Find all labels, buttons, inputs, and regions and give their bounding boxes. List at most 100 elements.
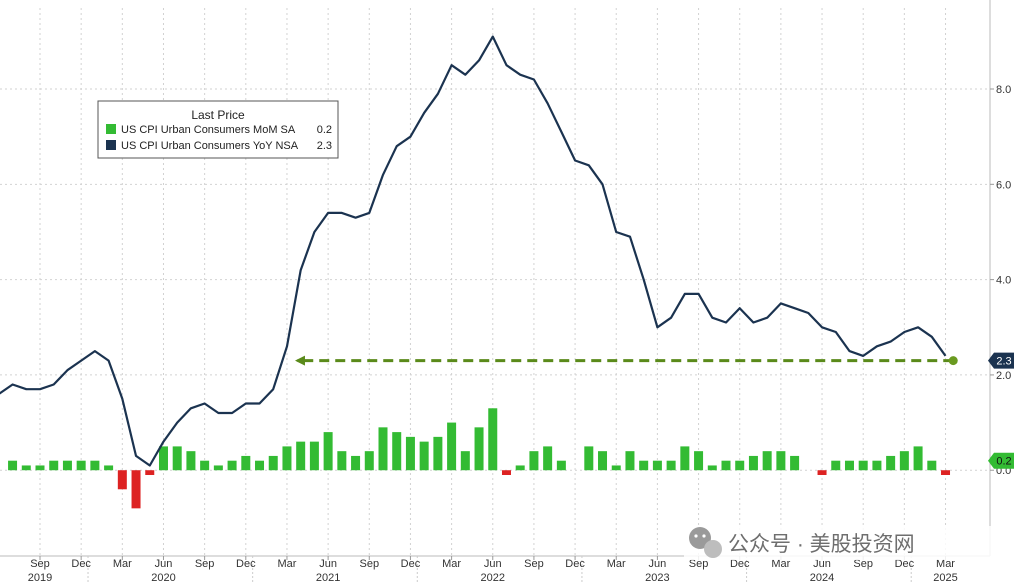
latest-marker-bg-0	[988, 352, 1014, 369]
x-tick-label: Sep	[853, 558, 873, 570]
y-tick-label: 8.0	[996, 84, 1011, 96]
watermark-bg	[684, 526, 992, 560]
x-year-label: 2023	[645, 572, 669, 584]
mom-bar-2021-12	[405, 436, 415, 471]
mom-bar-2021-01	[255, 460, 265, 471]
wechat-logo-icon	[689, 527, 722, 558]
x-year-label: 2021	[316, 572, 340, 584]
mom-bar-2021-11	[392, 432, 402, 471]
mom-bar-2021-10	[378, 427, 388, 471]
mom-bar-2019-10	[49, 460, 59, 471]
mom-bar-2023-09	[694, 451, 704, 471]
x-tick-label: Dec	[401, 558, 421, 570]
mom-bar-2022-06	[488, 408, 498, 471]
mom-bar-2023-05	[639, 460, 649, 471]
y-tick-label: 4.0	[996, 275, 1011, 287]
mom-bar-2022-01	[419, 441, 429, 471]
mom-bar-2021-05	[309, 441, 319, 471]
x-tick-label: Dec	[71, 558, 91, 570]
mom-bar-2022-04	[460, 451, 470, 471]
mom-bar-2024-08	[844, 460, 854, 471]
x-tick-label: Jun	[155, 558, 173, 570]
mom-bar-2019-11	[62, 460, 72, 471]
x-tick-label: Sep	[195, 558, 215, 570]
mom-bar-2023-12	[735, 460, 745, 471]
x-year-label: 2019	[28, 572, 52, 584]
mom-bar-2021-03	[282, 446, 292, 471]
x-tick-label: Mar	[277, 558, 296, 570]
x-tick-label: Jun	[319, 558, 337, 570]
mom-bar-2021-08	[351, 455, 361, 471]
mom-bar-2020-03	[117, 470, 127, 490]
x-tick-label: Dec	[236, 558, 256, 570]
x-year-label: 2022	[481, 572, 505, 584]
mom-bar-2021-07	[337, 451, 347, 471]
mom-bar-2020-06	[158, 446, 168, 471]
mom-bar-2023-11	[721, 460, 731, 471]
mom-bar-2019-12	[76, 460, 86, 471]
mom-bar-2024-11	[886, 455, 896, 471]
mom-bar-2020-02	[104, 465, 114, 471]
watermark-text: 公众号 · 美股投资网	[728, 533, 915, 556]
mom-bar-2023-01	[584, 446, 594, 471]
mom-bar-2020-01	[90, 460, 100, 471]
x-year-label: 2024	[810, 572, 834, 584]
mom-bar-2024-04	[790, 455, 800, 471]
mom-bar-2023-10	[707, 465, 717, 471]
x-tick-label: Sep	[359, 558, 379, 570]
mom-bar-2021-04	[296, 441, 306, 471]
mom-bar-2022-03	[447, 422, 457, 471]
mom-bar-2022-07	[501, 470, 511, 475]
mom-bar-2021-02	[268, 455, 278, 471]
mom-bar-2023-04	[625, 451, 635, 471]
latest-marker-bg-1	[988, 452, 1014, 469]
mom-bar-2019-08	[21, 465, 31, 471]
mom-bar-2023-06	[652, 460, 662, 471]
mom-bar-2020-11	[227, 460, 237, 471]
legend-label-mom: US CPI Urban Consumers MoM SA	[121, 124, 296, 136]
mom-bar-2023-07	[666, 460, 676, 471]
mom-bar-2020-09	[200, 460, 210, 471]
mom-bar-2024-10	[872, 460, 882, 471]
legend-box	[97, 100, 339, 159]
x-tick-label: Jun	[813, 558, 831, 570]
mom-bar-2025-02	[927, 460, 937, 471]
x-tick-label: Mar	[771, 558, 790, 570]
mom-bar-2023-08	[680, 446, 690, 471]
reference-arrow	[294, 355, 958, 366]
mom-bar-2023-03	[611, 465, 621, 471]
y-tick-labels: 8.06.04.02.00.0	[996, 84, 1011, 477]
y-tick-label: 2.0	[996, 370, 1011, 382]
x-tick-label: Mar	[607, 558, 626, 570]
mom-bar-2019-07	[8, 460, 18, 471]
legend-value-yoy: 2.3	[317, 140, 332, 152]
yoy-line	[0, 35, 947, 467]
latest-marker-label: 0.2	[996, 456, 1011, 468]
mom-bar-2022-08	[515, 465, 525, 471]
mom-bar-2020-10	[213, 465, 223, 471]
x-tick-label: Mar	[936, 558, 955, 570]
x-tick-label: Sep	[524, 558, 544, 570]
reference-arrow-start-dot	[948, 356, 958, 366]
mom-bar-2024-09	[858, 460, 868, 471]
x-tick-label: Jun	[649, 558, 667, 570]
mom-bar-2025-01	[913, 446, 923, 471]
x-tick-labels: Sep Dec Mar Jun Sep Dec Mar Jun Sep Dec Mar Jun Sep D…	[28, 558, 958, 584]
mom-bar-2020-08	[186, 451, 196, 471]
mom-bar-2019-09	[35, 465, 45, 471]
x-tick-label: Dec	[565, 558, 585, 570]
x-tick-label: Dec	[730, 558, 750, 570]
legend-swatch-mom	[106, 124, 116, 134]
x-tick-label: Dec	[895, 558, 915, 570]
mom-bar-2022-09	[529, 451, 539, 471]
mom-bar-2024-01	[748, 455, 758, 471]
x-year-label: 2025	[933, 572, 957, 584]
legend: Last Price US CPI Urban Consumers MoM SA…	[97, 100, 339, 159]
mom-bar-2023-02	[598, 451, 608, 471]
legend-title: Last Price	[191, 108, 245, 122]
x-tick-label: Sep	[689, 558, 709, 570]
x-tick-label: Jun	[484, 558, 502, 570]
x-tick-label: Mar	[442, 558, 461, 570]
latest-marker-label: 2.3	[996, 356, 1011, 368]
